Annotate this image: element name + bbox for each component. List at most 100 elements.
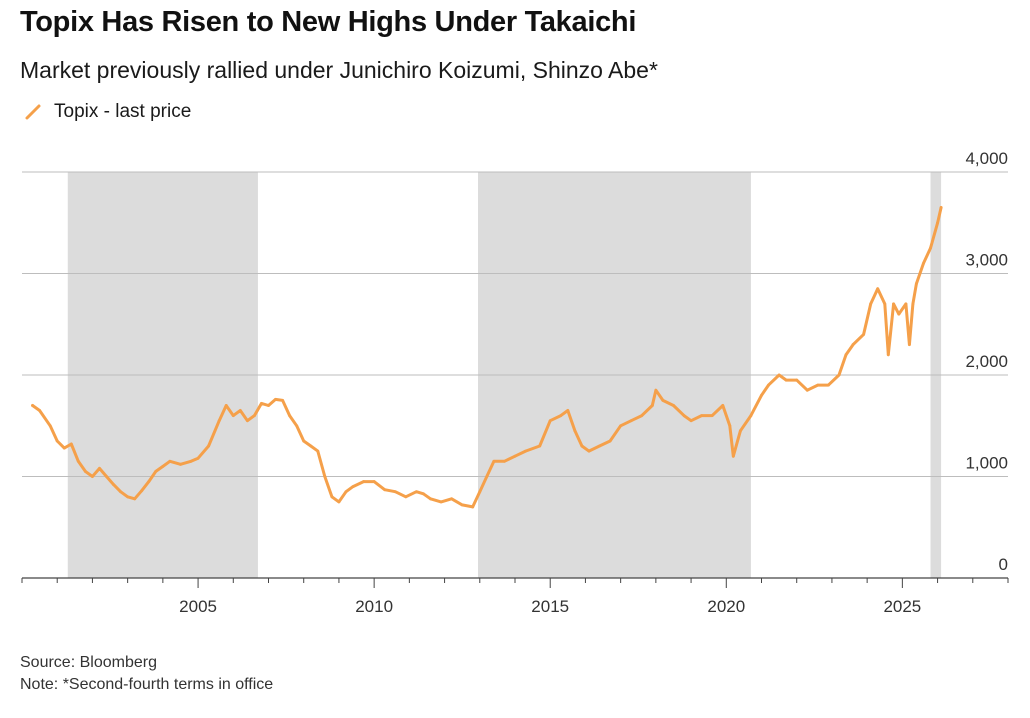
source-note: Source: Bloomberg xyxy=(20,654,157,671)
series-point xyxy=(55,439,59,443)
series-point xyxy=(844,353,848,357)
series-point xyxy=(48,424,52,428)
series-point xyxy=(559,414,563,417)
series-point xyxy=(161,464,165,468)
series-point xyxy=(404,495,408,499)
x-tick-label: 2005 xyxy=(179,597,217,616)
series-point xyxy=(566,409,570,412)
series-point xyxy=(897,312,901,316)
legend-label: Topix - last price xyxy=(54,101,192,122)
series-point xyxy=(196,456,200,460)
series-point xyxy=(929,246,932,250)
series-point xyxy=(126,495,130,499)
series-point xyxy=(439,500,443,504)
series-point xyxy=(393,490,397,494)
series-point xyxy=(795,378,799,382)
series-point xyxy=(760,393,763,397)
series-point xyxy=(524,449,527,453)
series-point xyxy=(682,414,686,417)
footer: Source: Bloomberg Note: *Second-fourth t… xyxy=(20,652,273,696)
series-point xyxy=(629,419,633,423)
series-point xyxy=(728,424,732,428)
series-point xyxy=(337,500,341,504)
series-point xyxy=(661,398,665,402)
series-point xyxy=(224,404,228,407)
legend: Topix - last price xyxy=(24,101,191,123)
series-point xyxy=(415,490,418,494)
series-point xyxy=(281,398,284,402)
x-tick-label: 2020 xyxy=(707,597,745,616)
series-point xyxy=(471,505,475,509)
series-layer xyxy=(31,206,943,509)
x-tick-label: 2010 xyxy=(355,597,393,616)
series-point xyxy=(231,414,235,417)
series-point xyxy=(672,404,675,407)
series-point xyxy=(749,414,753,417)
y-tick-label: 3,000 xyxy=(965,251,1008,270)
series-point xyxy=(98,466,101,470)
series-point xyxy=(91,475,94,478)
series-point xyxy=(911,302,915,306)
series-point xyxy=(816,383,820,387)
series-point xyxy=(288,414,292,417)
series-point xyxy=(302,439,306,443)
series-point xyxy=(721,404,725,407)
series-point xyxy=(580,444,584,448)
series-point xyxy=(295,424,299,428)
label-layer: 0 1,000 2,000 3,000 4,000 2005 2010 2015 2020 202… xyxy=(179,149,1008,616)
series-point xyxy=(323,475,327,478)
series-point xyxy=(731,454,735,458)
series-point xyxy=(344,490,348,494)
series-point xyxy=(422,492,425,496)
axis-layer xyxy=(21,577,1009,588)
series-point xyxy=(805,388,809,392)
series-point xyxy=(274,397,277,401)
series-point xyxy=(936,221,939,225)
series-point xyxy=(207,444,211,448)
series-point xyxy=(245,419,249,423)
series-point xyxy=(886,353,890,357)
legend-swatch-icon xyxy=(25,104,41,120)
series-point xyxy=(179,462,182,466)
y-tick-label: 4,000 xyxy=(965,149,1008,168)
series-point xyxy=(217,419,221,423)
series-point xyxy=(253,414,256,417)
x-tick-label: 2025 xyxy=(883,597,921,616)
series-point xyxy=(738,429,742,433)
series-point xyxy=(598,444,601,448)
footnote: Note: *Second-fourth terms in office xyxy=(20,676,274,693)
series-point xyxy=(238,409,242,412)
line-chart: 0 1,000 2,000 3,000 4,000 2005 2010 2015 2020 202… xyxy=(21,149,1009,616)
series-point xyxy=(485,475,489,478)
series-point xyxy=(892,302,895,306)
series-point xyxy=(777,373,781,377)
series-point xyxy=(260,402,263,405)
series-point xyxy=(478,490,482,494)
series-point xyxy=(76,459,80,463)
series-point xyxy=(650,404,654,407)
series-point xyxy=(869,302,873,306)
series-point xyxy=(267,404,270,407)
series-point xyxy=(492,459,496,463)
series-point xyxy=(351,485,355,489)
series-point xyxy=(608,439,612,443)
series-point xyxy=(654,388,658,392)
series-point xyxy=(362,480,365,483)
series-point xyxy=(587,449,591,453)
series-point xyxy=(640,414,644,417)
series-point xyxy=(700,414,704,417)
series-point xyxy=(851,343,855,346)
series-point xyxy=(140,489,144,493)
grid-layer xyxy=(22,171,1008,477)
series-point xyxy=(784,378,788,382)
series-point xyxy=(62,446,66,450)
y-tick-label: 2,000 xyxy=(965,352,1008,371)
series-point xyxy=(862,333,866,336)
series-point xyxy=(689,419,693,423)
series-point xyxy=(513,454,517,458)
series-point xyxy=(827,383,830,387)
series-point xyxy=(503,459,506,463)
series-point xyxy=(904,302,908,306)
series-point xyxy=(450,497,454,501)
series-point xyxy=(548,419,552,423)
